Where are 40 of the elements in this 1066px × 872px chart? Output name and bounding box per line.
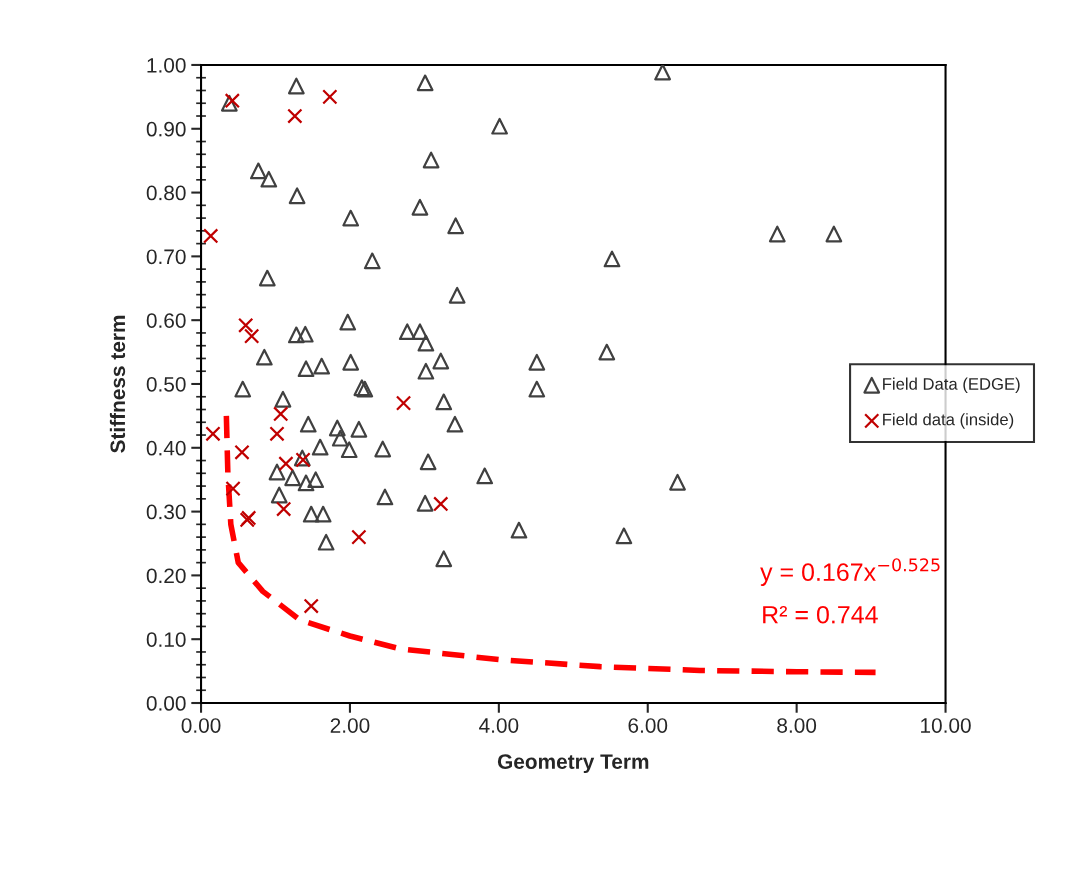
point <box>238 317 254 333</box>
y-tick-label: 0.20 <box>146 568 186 584</box>
y-tick-label: 0.10 <box>146 632 186 647</box>
x-tick-label: 8.00 <box>777 718 817 733</box>
point <box>269 426 285 442</box>
y-tick-label: 0.40 <box>146 440 186 456</box>
x-tick-label: 6.00 <box>628 718 668 733</box>
y-tick-label: 0.60 <box>146 313 186 328</box>
point <box>322 89 338 105</box>
legend-label: Field Data (EDGE) <box>883 377 1020 394</box>
y-tick-label: 1.00 <box>147 57 186 73</box>
point <box>278 456 294 472</box>
y-tick-label: 0.90 <box>146 121 186 137</box>
point <box>243 328 260 344</box>
point <box>351 529 367 545</box>
point <box>224 93 241 109</box>
point <box>234 444 250 460</box>
y-tick-label: 0.70 <box>146 249 186 265</box>
point <box>273 406 289 422</box>
point <box>395 395 412 411</box>
point <box>205 426 221 442</box>
x-tick-label: 0.00 <box>181 718 221 733</box>
point <box>225 480 241 497</box>
x-tick-label: 10.00 <box>921 718 971 733</box>
y-tick-label: 0.00 <box>146 696 186 711</box>
x-tick-label: 4.00 <box>479 718 519 733</box>
y-tick-label: 0.80 <box>146 185 186 201</box>
annotation: y = 0.167x$^{−0.525}$ <box>760 558 940 586</box>
point <box>275 501 292 517</box>
point <box>433 496 449 512</box>
y-axis-title: Stiffness term <box>109 315 126 453</box>
point <box>203 228 219 244</box>
x-axis-title: Geometry Term <box>497 754 649 774</box>
legend-label: Field data (inside) <box>883 413 1014 429</box>
y-tick-label: 0.50 <box>146 376 186 392</box>
point <box>303 598 319 614</box>
y-tick-label: 0.30 <box>146 504 186 520</box>
x-tick-label: 2.00 <box>330 718 370 733</box>
annotation: R² = 0.744 <box>763 605 878 624</box>
point <box>287 108 303 124</box>
